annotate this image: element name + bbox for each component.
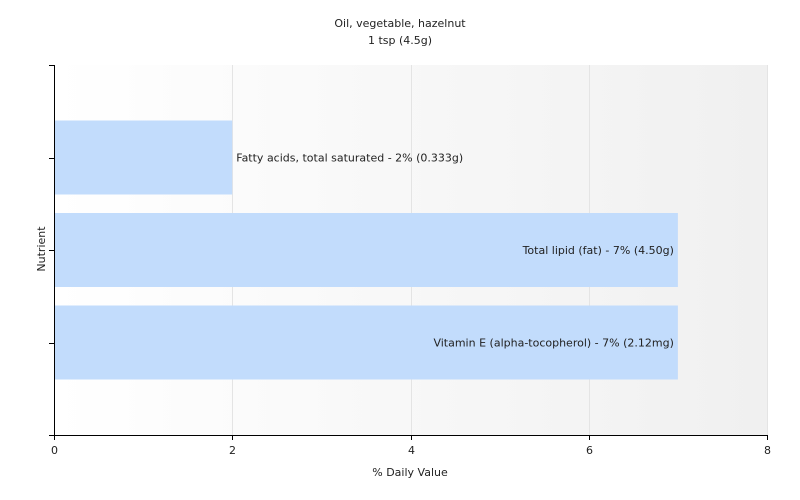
x-tick-label: 2 [229, 444, 236, 457]
x-axis-label: % Daily Value [372, 466, 448, 479]
bar [54, 305, 678, 380]
x-tick-label: 4 [408, 444, 415, 457]
bar [54, 213, 678, 287]
chart-title: Oil, vegetable, hazelnut [334, 17, 466, 30]
bar-labels: Fatty acids, total saturated - 2% (0.333… [236, 152, 674, 350]
chart-subtitle: 1 tsp (4.5g) [368, 34, 432, 47]
x-tick-label: 6 [586, 444, 593, 457]
y-axis-label: Nutrient [35, 226, 48, 272]
bar [54, 120, 233, 195]
bar-label: Vitamin E (alpha-tocopherol) - 7% (2.12m… [433, 337, 673, 350]
x-tick-label: 8 [764, 444, 771, 457]
axes: 0 2 4 6 8 [49, 65, 771, 457]
bar-label: Fatty acids, total saturated - 2% (0.333… [236, 152, 463, 165]
x-tick-label: 0 [51, 444, 58, 457]
bars [54, 120, 678, 380]
bar-label: Total lipid (fat) - 7% (4.50g) [522, 244, 674, 257]
